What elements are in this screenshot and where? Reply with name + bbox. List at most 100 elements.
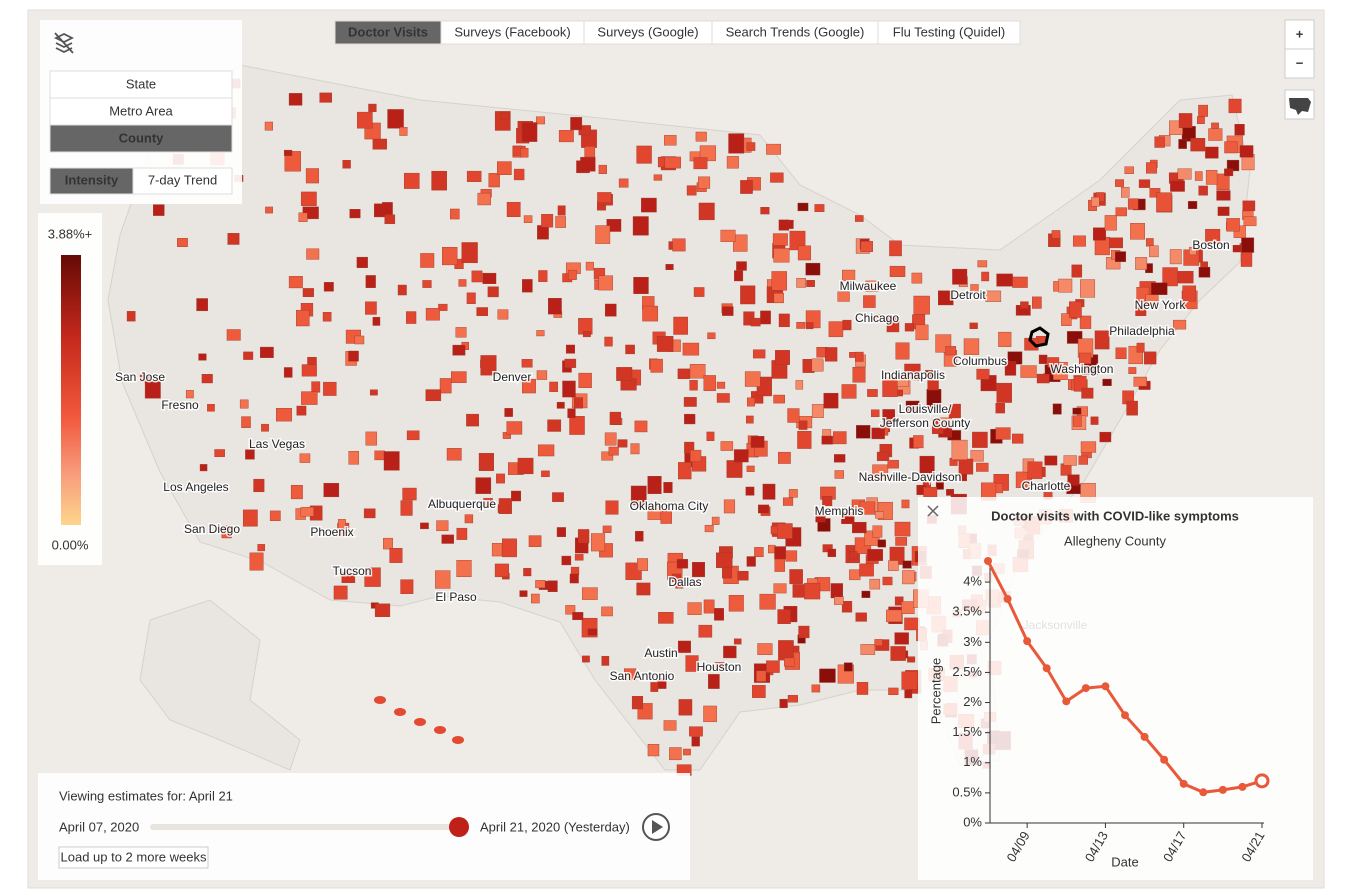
county-area[interactable] (475, 477, 492, 494)
county-area[interactable] (604, 336, 613, 347)
county-area[interactable] (1004, 361, 1017, 376)
county-area[interactable] (789, 569, 803, 585)
county-area[interactable] (442, 247, 458, 266)
county-area[interactable] (306, 248, 320, 260)
county-area[interactable] (877, 539, 886, 548)
county-area[interactable] (1058, 278, 1073, 293)
county-area[interactable] (901, 671, 918, 690)
county-area[interactable] (699, 145, 716, 162)
county-area[interactable] (1169, 249, 1182, 265)
county-area[interactable] (894, 596, 904, 606)
county-area[interactable] (578, 125, 591, 136)
county-area[interactable] (1136, 342, 1145, 353)
county-area[interactable] (901, 601, 915, 614)
county-area[interactable] (322, 312, 332, 322)
county-area[interactable] (552, 492, 564, 502)
county-area[interactable] (692, 562, 706, 578)
county-area[interactable] (302, 288, 314, 298)
county-area[interactable] (226, 329, 241, 341)
county-area[interactable] (1012, 433, 1024, 444)
county-area[interactable] (1012, 276, 1028, 288)
county-area[interactable] (915, 324, 929, 341)
county-area[interactable] (541, 470, 550, 477)
county-area[interactable] (299, 453, 311, 463)
county-area[interactable] (856, 682, 869, 695)
county-area[interactable] (439, 378, 452, 394)
county-area[interactable] (678, 699, 693, 716)
county-area[interactable] (676, 559, 689, 569)
county-area[interactable] (963, 338, 980, 355)
county-area[interactable] (760, 207, 770, 215)
county-area[interactable] (1072, 235, 1086, 247)
county-area[interactable] (733, 449, 749, 463)
county-area[interactable] (823, 392, 839, 409)
county-area[interactable] (558, 130, 574, 143)
county-area[interactable] (894, 521, 911, 537)
county-area[interactable] (827, 548, 837, 557)
county-area[interactable] (895, 342, 910, 360)
county-area[interactable] (698, 624, 713, 638)
county-area[interactable] (689, 380, 698, 391)
county-area[interactable] (1127, 198, 1139, 210)
county-area[interactable] (760, 310, 771, 325)
county-area[interactable] (601, 451, 614, 461)
county-area[interactable] (969, 322, 978, 329)
county-area[interactable] (400, 579, 414, 594)
county-area[interactable] (1114, 251, 1127, 262)
county-area[interactable] (491, 543, 503, 557)
county-area[interactable] (630, 443, 640, 455)
county-area[interactable] (873, 314, 881, 321)
county-area[interactable] (466, 413, 479, 427)
county-area[interactable] (869, 578, 881, 590)
county-area[interactable] (641, 197, 657, 213)
slider-track[interactable] (150, 824, 460, 830)
county-area[interactable] (1051, 230, 1061, 239)
county-area[interactable] (778, 219, 790, 231)
county-area[interactable] (995, 403, 1005, 414)
county-area[interactable] (1149, 245, 1159, 258)
county-area[interactable] (782, 497, 794, 506)
county-area[interactable] (1198, 185, 1208, 196)
county-area[interactable] (301, 391, 318, 405)
county-area[interactable] (798, 625, 810, 639)
county-area[interactable] (502, 538, 517, 558)
county-area[interactable] (636, 145, 652, 164)
county-area[interactable] (1177, 168, 1192, 180)
county-area[interactable] (1234, 124, 1245, 136)
county-area[interactable] (904, 689, 913, 699)
county-area[interactable] (744, 371, 761, 387)
county-area[interactable] (253, 478, 265, 493)
county-area[interactable] (746, 415, 754, 424)
county-area[interactable] (842, 269, 856, 282)
county-area[interactable] (1187, 201, 1198, 209)
county-area[interactable] (656, 336, 674, 352)
county-area[interactable] (595, 225, 611, 244)
county-area[interactable] (642, 305, 659, 322)
county-area[interactable] (1027, 461, 1043, 479)
county-area[interactable] (631, 696, 644, 710)
county-area[interactable] (185, 390, 194, 399)
county-area[interactable] (687, 602, 702, 615)
county-area[interactable] (852, 366, 866, 383)
county-area[interactable] (1156, 192, 1173, 212)
county-area[interactable] (771, 271, 787, 291)
county-area[interactable] (787, 408, 800, 423)
county-area[interactable] (597, 192, 612, 203)
county-area[interactable] (777, 523, 793, 539)
county-area[interactable] (1032, 296, 1042, 309)
county-area[interactable] (569, 573, 579, 584)
county-area[interactable] (578, 372, 592, 388)
county-area[interactable] (570, 566, 580, 575)
county-area[interactable] (403, 172, 420, 189)
county-area[interactable] (904, 617, 920, 631)
geo-level-button[interactable] (49, 70, 233, 99)
county-area[interactable] (536, 330, 545, 337)
county-area[interactable] (425, 389, 442, 402)
county-area[interactable] (773, 293, 784, 304)
county-area[interactable] (372, 316, 381, 326)
county-area[interactable] (1178, 113, 1193, 128)
county-area[interactable] (766, 143, 781, 155)
county-area[interactable] (319, 92, 332, 103)
county-area[interactable] (860, 241, 873, 253)
county-area[interactable] (689, 364, 706, 379)
